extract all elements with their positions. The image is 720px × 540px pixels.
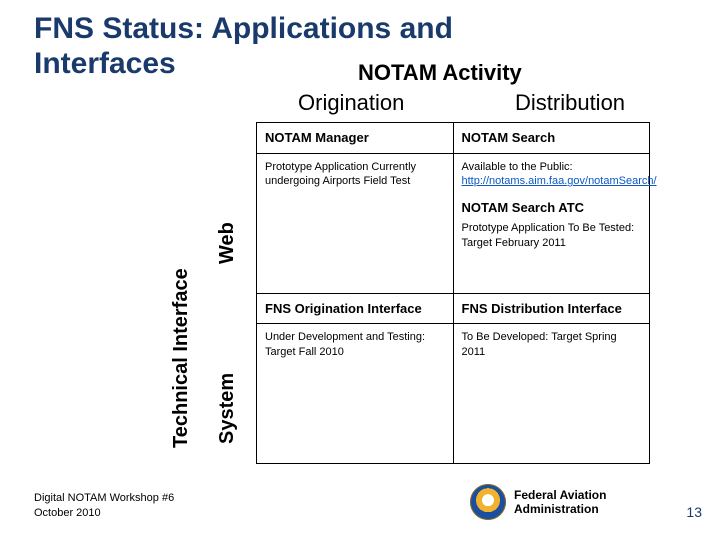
agency-line1: Federal Aviation xyxy=(514,488,606,502)
table-row: Prototype Application Currently undergoi… xyxy=(257,153,650,293)
footer-left: Digital NOTAM Workshop #6 October 2010 xyxy=(34,491,174,520)
notam-search-link[interactable]: http://notams.aim.faa.gov/notamSearch/ xyxy=(462,175,657,187)
activity-heading: NOTAM Activity xyxy=(358,60,522,86)
cell-web-distribution-heading: NOTAM Search xyxy=(453,123,650,154)
footer-workshop-title: Digital NOTAM Workshop #6 xyxy=(34,491,174,505)
footer-right: Federal Aviation Administration xyxy=(470,484,606,520)
faa-seal-icon xyxy=(470,484,506,520)
applications-matrix: NOTAM Manager NOTAM Search Prototype App… xyxy=(256,122,650,464)
slide: FNS Status: Applications and Interfaces … xyxy=(0,0,720,540)
agency-line2: Administration xyxy=(514,502,606,516)
cell-text: To Be Developed: Target Spring 2011 xyxy=(462,331,617,358)
table-row: FNS Origination Interface FNS Distributi… xyxy=(257,293,650,324)
sidebar-label-system: System xyxy=(216,373,239,444)
cell-system-distribution-heading: FNS Distribution Interface xyxy=(453,293,650,324)
cell-text: Prototype Application Currently undergoi… xyxy=(265,161,416,188)
cell-web-origination-body: Prototype Application Currently undergoi… xyxy=(257,153,454,293)
table-row: NOTAM Manager NOTAM Search xyxy=(257,123,650,154)
column-heading-distribution: Distribution xyxy=(515,90,625,116)
page-number: 13 xyxy=(686,504,702,520)
cell-system-distribution-body: To Be Developed: Target Spring 2011 xyxy=(453,324,650,464)
sidebar-label-web: Web xyxy=(216,222,239,264)
cell-text: Under Development and Testing: Target Fa… xyxy=(265,331,425,358)
cell-system-origination-heading: FNS Origination Interface xyxy=(257,293,454,324)
cell-web-origination-heading: NOTAM Manager xyxy=(257,123,454,154)
cell-subheading: NOTAM Search ATC xyxy=(462,199,642,217)
cell-subtext: Prototype Application To Be Tested: Targ… xyxy=(462,221,642,251)
cell-system-origination-body: Under Development and Testing: Target Fa… xyxy=(257,324,454,464)
cell-text: Available to the Public: xyxy=(462,161,573,173)
footer-date: October 2010 xyxy=(34,506,174,520)
agency-name: Federal Aviation Administration xyxy=(514,488,606,517)
cell-web-distribution-body: Available to the Public: http://notams.a… xyxy=(453,153,650,293)
sidebar-label-technical-interface: Technical Interface xyxy=(170,268,193,448)
table-row: Under Development and Testing: Target Fa… xyxy=(257,324,650,464)
column-heading-origination: Origination xyxy=(298,90,404,116)
